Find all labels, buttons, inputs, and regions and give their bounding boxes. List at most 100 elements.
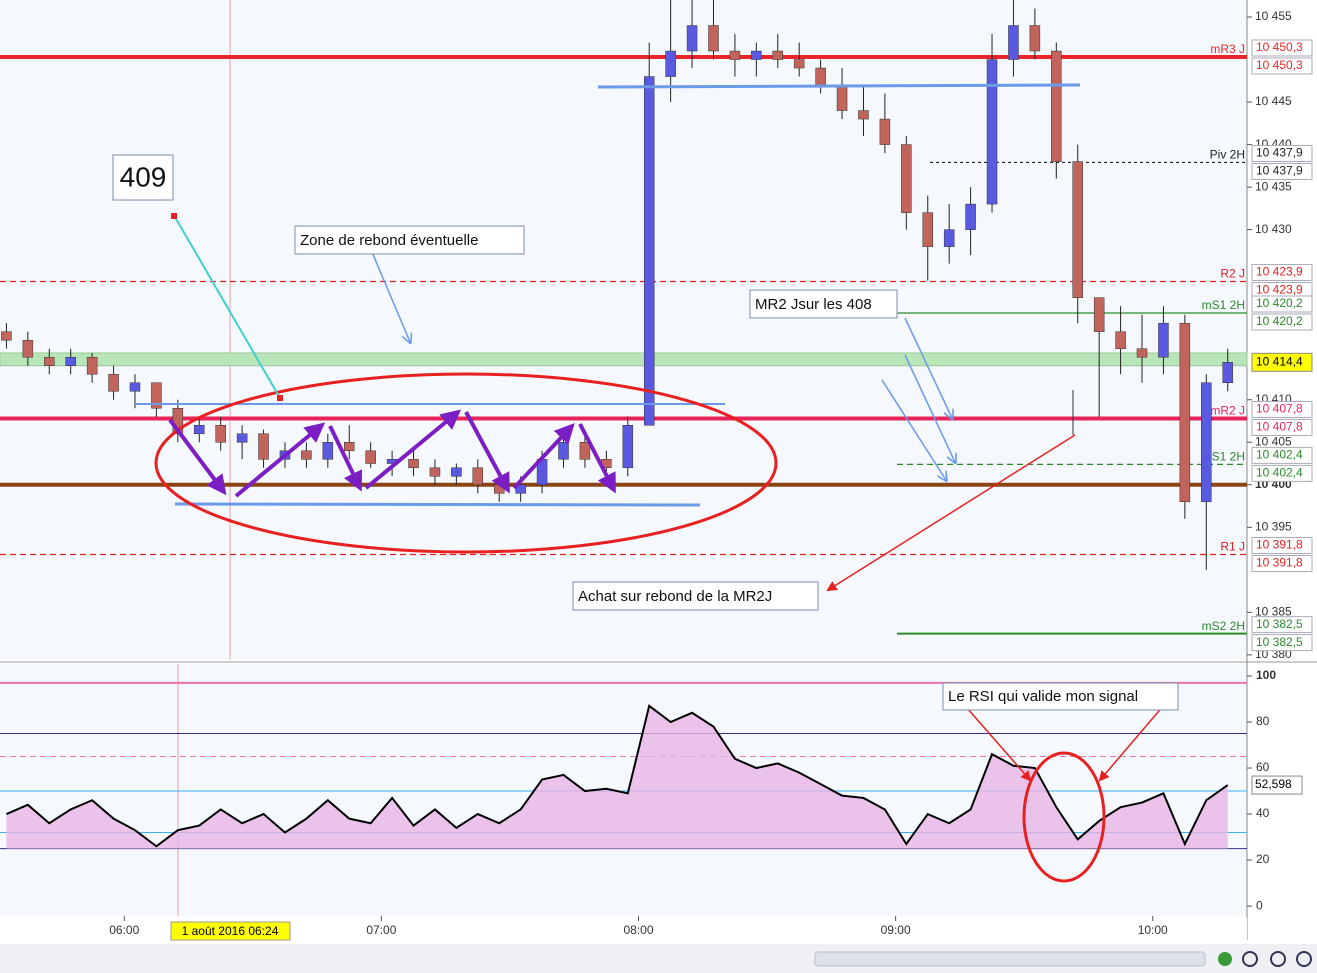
annotation: MR2 Jsur les 408 [749,289,898,319]
candle-body [258,433,269,460]
y-tick-label: 0 [1256,898,1263,912]
level-value-label: 10 382,5 [1256,635,1303,649]
candle-body [1222,362,1233,383]
arrow [959,697,1171,782]
candle-body [1072,161,1083,298]
crosshair-label [170,921,291,941]
candle-body [793,59,805,69]
zigzag [168,409,616,498]
x-tick-label: 08:00 [623,923,653,937]
level-value-box [1251,464,1313,482]
y-tick-label: 60 [1256,760,1270,774]
level-value-box [1251,313,1313,331]
candle-body [558,442,569,460]
candle-body [751,50,762,60]
candle-body [901,144,912,213]
candle-body [108,373,119,392]
last-price-label: 10 414,4 [1256,354,1303,368]
candle-body [1029,25,1041,52]
trend-line [174,502,701,507]
level-value-label: 10 391,8 [1256,556,1303,570]
tool-icon[interactable] [1218,952,1232,966]
level-value-box [1251,418,1313,436]
level-value-box [1251,295,1313,313]
level-value-box [1251,616,1313,634]
candle-body [1051,50,1062,162]
candle-body [665,50,676,77]
x-tick-label: 06:00 [109,923,139,937]
candle-body [986,59,998,205]
level-value-label: 10 391,8 [1256,538,1303,552]
annotation-text: Zone de rebond éventuelle [300,232,478,249]
annotation: Achat sur rebond de la MR2J [572,581,819,611]
level-value-label: 10 402,4 [1256,448,1303,462]
zoom-out-icon[interactable] [1270,951,1286,967]
last-value-box [1251,775,1303,795]
annotation-text: MR2 Jsur les 408 [755,296,872,313]
candle-body [643,76,655,426]
candle-body [322,442,334,460]
candle-body [236,433,248,443]
y-tick-label: 100 [1256,668,1276,682]
candle-body [343,442,355,452]
zone-band [0,352,1248,367]
level-value-label: 10 420,2 [1256,314,1303,328]
candle-body [1201,382,1212,503]
candle-body [1093,297,1105,332]
annotation: Zone de rebond éventuelle [294,225,525,255]
crosshair-text: 1 août 2016 06:24 [182,924,279,938]
candle-body [472,467,484,486]
candle-body [65,356,76,366]
level-value-box [1251,555,1313,573]
y-tick-label: 20 [1256,852,1270,866]
y-tick-label: 10 430 [1255,222,1292,236]
candle-body [451,467,462,477]
level-value-box [1251,39,1313,57]
rsi-line [6,704,1229,848]
drawings [135,83,1171,883]
zoom-icon[interactable] [1242,951,1258,967]
zoom-in-icon[interactable] [1296,951,1312,967]
candle-body [301,450,312,460]
x-tick-label: 09:00 [881,923,911,937]
annotation: Le RSI qui valide mon signal [942,682,1179,711]
candle-body [815,67,826,86]
candle-body [836,84,848,111]
candle-body [493,484,505,494]
price-panel [0,0,1247,660]
level-value-label: 10 407,8 [1256,420,1303,434]
level-value-label: 10 437,9 [1256,164,1303,178]
level-name: mS2 2H [1202,619,1245,633]
scrollbar[interactable] [814,951,1206,967]
level-value-box [1251,634,1313,652]
y-tick-label: 80 [1256,714,1270,728]
candle-body [708,25,719,52]
candle-body [151,382,162,409]
candle-body [429,467,441,477]
level-value-box [1251,446,1313,464]
arrow [881,317,955,480]
candle-body [194,425,205,435]
candle-body [686,25,698,52]
level-name: mR3 J [1210,42,1245,56]
level-value-label: 10 450,3 [1256,58,1303,72]
level-value-box [1251,264,1313,282]
candle-body [44,356,55,366]
candle-body [579,442,591,460]
level-value-label: 10 437,9 [1256,146,1303,160]
level-name: R2 J [1220,267,1245,281]
candle-body [943,229,955,247]
y-tick-label: 40 [1256,806,1270,820]
arrow [826,434,1076,592]
annotation-text: 409 [120,161,167,192]
candle-body [408,459,419,469]
candle-body [129,382,141,392]
y-tick-label: 10 455 [1255,9,1292,23]
level-name: Piv 2H [1210,148,1245,162]
candle-body [772,50,784,60]
annotation-text: Le RSI qui valide mon signal [948,688,1138,705]
level-value-box [1251,162,1313,180]
candle-body [1115,331,1126,349]
zone-ellipse [154,372,778,554]
